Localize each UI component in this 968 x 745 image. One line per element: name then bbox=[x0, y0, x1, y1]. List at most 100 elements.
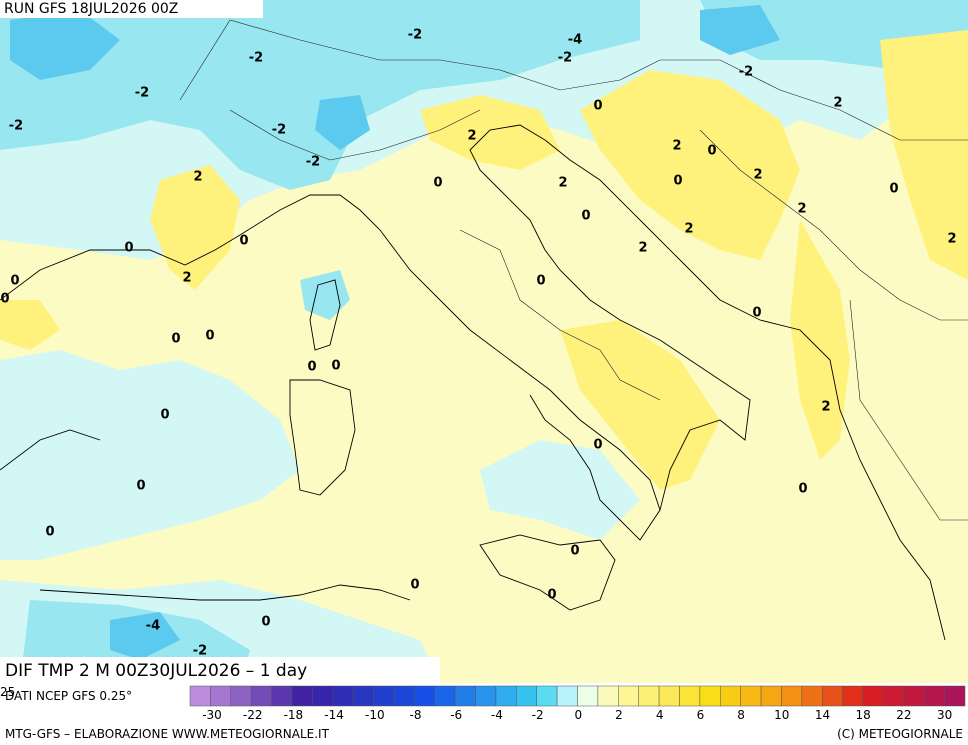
credit-left: MTG-GFS – ELABORAZIONE WWW.METEOGIORNALE… bbox=[5, 727, 330, 741]
contour-label: 0 bbox=[593, 99, 602, 114]
colorbar-box bbox=[821, 685, 843, 707]
colorbar-box bbox=[230, 685, 252, 707]
colorbar-box bbox=[638, 685, 660, 707]
colorbar-box bbox=[189, 685, 211, 707]
contour-label: 2 bbox=[182, 271, 191, 286]
contour-label: 0 bbox=[239, 234, 248, 249]
colorbar-label: 30 bbox=[937, 708, 952, 722]
source-label: DATI NCEP GFS 0.25° bbox=[5, 689, 132, 703]
contour-label: -2 bbox=[558, 51, 572, 66]
contour-label: 0 bbox=[45, 525, 54, 540]
title-box bbox=[0, 657, 440, 683]
contour-label: 0 bbox=[331, 359, 340, 374]
colorbar-box bbox=[210, 685, 232, 707]
contour-label: 0 bbox=[261, 615, 270, 630]
colorbar-box bbox=[720, 685, 741, 707]
colorbar-box bbox=[536, 685, 558, 707]
contour-label: 0 bbox=[433, 176, 442, 191]
contour-label: -4 bbox=[568, 33, 582, 48]
colorbar-label: 18 bbox=[856, 708, 871, 722]
contour-label: 2 bbox=[947, 232, 956, 247]
colorbar-box bbox=[862, 685, 884, 707]
colorbar-box bbox=[781, 685, 803, 707]
colorbar-label: -18 bbox=[284, 708, 304, 722]
run-label: RUN GFS 18JUL2026 00Z bbox=[4, 1, 178, 17]
coastlines bbox=[0, 124, 946, 641]
colorbar-label: 10 bbox=[774, 708, 789, 722]
contour-label: -4 bbox=[146, 619, 160, 634]
contour-label: 2 bbox=[821, 400, 830, 415]
colorbar-box bbox=[618, 685, 639, 707]
colorbar-box bbox=[271, 685, 293, 707]
colorbar: -30 -22 -18 -14 -10 -8 -6 -4 -2 0 2 4 6 8 10 14 18 22 30 bbox=[189, 685, 966, 722]
contour-label: 2 bbox=[684, 222, 693, 237]
contour-label: 0 bbox=[707, 144, 716, 159]
contour-label: 0 bbox=[570, 544, 579, 559]
contour-label: -2 bbox=[9, 119, 23, 134]
colorbar-box bbox=[434, 685, 456, 707]
colorbar-box bbox=[944, 685, 966, 707]
colorbar-box bbox=[495, 685, 517, 707]
colorbar-label: 2 bbox=[615, 708, 623, 722]
colorbar-box bbox=[883, 685, 905, 707]
contour-label: 0 bbox=[124, 241, 133, 256]
colorbar-box bbox=[699, 685, 721, 707]
colorbar-box bbox=[393, 685, 415, 707]
contour-label: 2 bbox=[797, 202, 806, 217]
colorbar-box bbox=[250, 685, 272, 707]
colorbar-label: 22 bbox=[896, 708, 911, 722]
colorbar-box bbox=[332, 685, 354, 707]
contour-label: -2 bbox=[739, 65, 753, 80]
colorbar-box bbox=[923, 685, 945, 707]
contour-label: 0 bbox=[752, 306, 761, 321]
contour-label: 0 bbox=[307, 360, 316, 375]
axis-corner-label: 25 bbox=[0, 685, 15, 699]
colorbar-label: 0 bbox=[574, 708, 582, 722]
contour-label: 0 bbox=[10, 274, 19, 289]
colorbar-label: 6 bbox=[697, 708, 705, 722]
contour-label: 0 bbox=[205, 329, 214, 344]
colorbar-box bbox=[454, 685, 476, 707]
contour-label: 0 bbox=[0, 292, 9, 307]
contour-label: 0 bbox=[673, 174, 682, 189]
contour-label: -2 bbox=[135, 86, 149, 101]
contour-label: 0 bbox=[593, 438, 602, 453]
contour-label: 0 bbox=[410, 578, 419, 593]
colorbar-box bbox=[414, 685, 435, 707]
anomaly-areas-yellow bbox=[0, 30, 968, 490]
colorbar-box bbox=[903, 685, 925, 707]
contour-label: 2 bbox=[833, 96, 842, 111]
colorbar-box bbox=[842, 685, 864, 707]
colorbar-label: -6 bbox=[450, 708, 462, 722]
colorbar-label: 4 bbox=[656, 708, 664, 722]
colorbar-label: -14 bbox=[324, 708, 344, 722]
contour-label: 0 bbox=[136, 479, 145, 494]
colorbar-label: 8 bbox=[737, 708, 745, 722]
contour-label: 2 bbox=[672, 139, 681, 154]
credit-right: (C) METEOGIORNALE bbox=[837, 727, 963, 741]
contour-label: -2 bbox=[272, 123, 286, 138]
colorbar-label: 14 bbox=[815, 708, 830, 722]
colorbar-box bbox=[597, 685, 619, 707]
contour-label: -2 bbox=[306, 155, 320, 170]
header-box bbox=[0, 0, 263, 18]
colorbar-box bbox=[760, 685, 782, 707]
contour-label: 2 bbox=[193, 170, 202, 185]
colorbar-label: -2 bbox=[532, 708, 544, 722]
contour-label: 2 bbox=[558, 176, 567, 191]
contour-label: 0 bbox=[581, 209, 590, 224]
colorbar-box bbox=[556, 685, 578, 707]
contour-label: 0 bbox=[160, 408, 169, 423]
colorbar-label: -8 bbox=[410, 708, 422, 722]
colorbar-box bbox=[373, 685, 395, 707]
contour-label: -2 bbox=[408, 28, 422, 43]
colorbar-box bbox=[291, 685, 313, 707]
contour-label: -2 bbox=[249, 51, 263, 66]
colorbar-box bbox=[312, 685, 334, 707]
contour-label: 0 bbox=[889, 182, 898, 197]
map-title: DIF TMP 2 M 00Z30JUL2026 – 1 day bbox=[5, 661, 307, 681]
colorbar-label: -10 bbox=[365, 708, 385, 722]
